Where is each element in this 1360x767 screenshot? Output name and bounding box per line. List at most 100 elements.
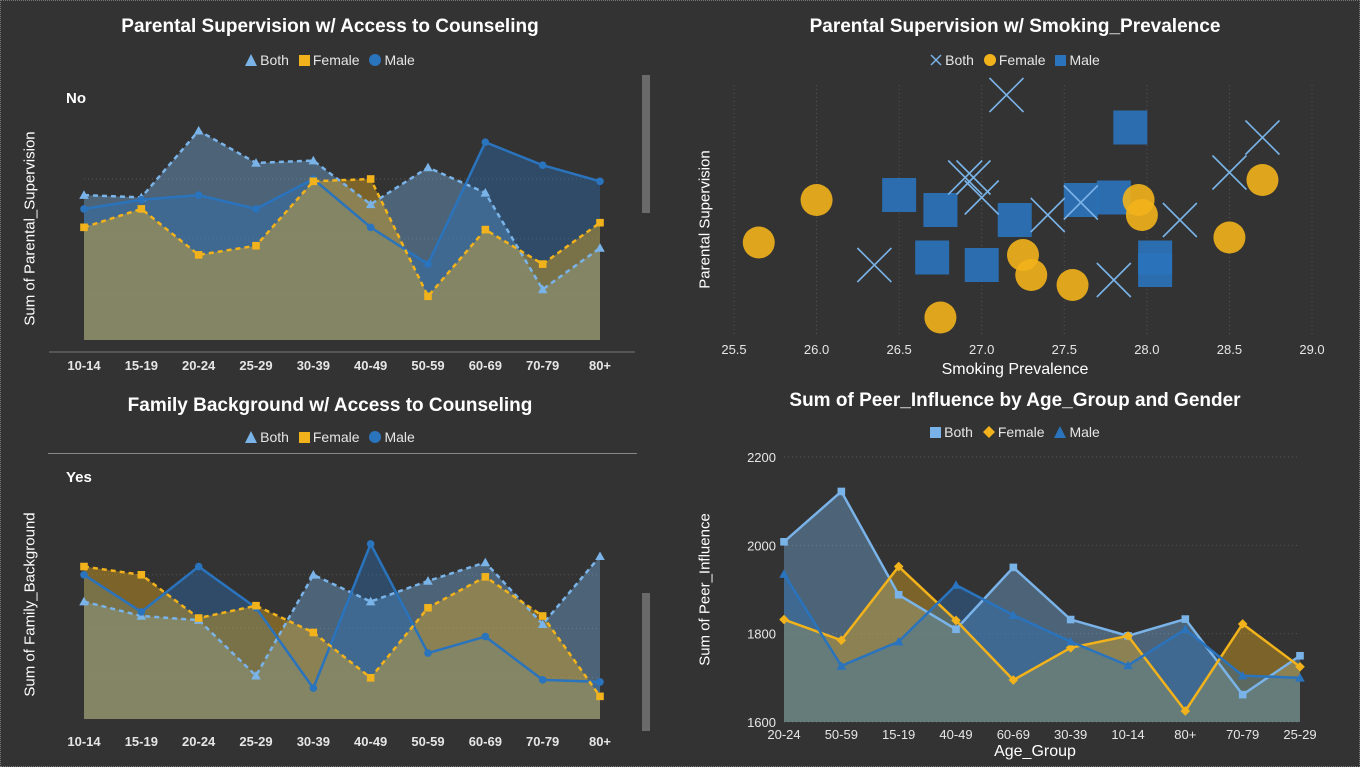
data-point-both <box>1296 651 1304 660</box>
data-point-both <box>1181 615 1190 623</box>
data-point-male <box>596 177 604 186</box>
chart-title: Parental Supervision w/ Smoking_Prevalen… <box>809 16 1221 37</box>
x-tick-label: 70-79 <box>526 734 559 749</box>
data-point-female <box>309 628 318 637</box>
series-area-female <box>784 566 1300 722</box>
data-point-both <box>988 77 1025 113</box>
x-tick-label: 15-19 <box>125 358 158 373</box>
data-point-female <box>538 260 547 268</box>
data-point-female <box>538 612 547 620</box>
y-tick-label: 1800 <box>747 627 776 642</box>
chart-family-background-counseling[interactable]: Family Background w/ Access to Counselin… <box>20 388 640 763</box>
data-point-both <box>964 179 1000 216</box>
data-point-female <box>194 614 203 622</box>
x-tick-label: 26.0 <box>804 342 829 357</box>
triangle-icon <box>245 431 258 443</box>
square-icon <box>1055 55 1067 66</box>
data-point-female <box>137 205 146 213</box>
x-tick-label: 80+ <box>589 358 611 373</box>
data-point-male <box>80 571 88 579</box>
legend-label: Both <box>944 424 973 440</box>
legend-both[interactable]: Both <box>930 424 973 440</box>
scrollbar-bottom[interactable] <box>642 593 650 731</box>
data-point-female <box>366 674 375 682</box>
x-axis-label: Age_Group <box>994 743 1076 760</box>
data-point-male <box>997 203 1032 237</box>
legend-label: Both <box>260 52 289 68</box>
x-tick-label: 25-29 <box>239 358 272 373</box>
data-point-male <box>309 684 318 692</box>
legend-male[interactable]: Male <box>369 429 415 445</box>
data-point-male <box>1237 670 1248 680</box>
square-icon <box>930 427 942 438</box>
data-point-both <box>1162 202 1198 238</box>
series-area-male <box>84 543 600 719</box>
data-point-both <box>955 159 992 196</box>
x-axis-label: Smoking Prevalence <box>941 361 1089 378</box>
data-point-female <box>309 177 318 186</box>
data-point-male <box>366 223 375 232</box>
x-tick-label: 29.0 <box>1299 342 1324 357</box>
triangle-icon <box>245 54 258 66</box>
chart-parental-supervision-counseling[interactable]: Parental Supervision w/ Access to Counse… <box>20 10 640 385</box>
legend-male[interactable]: Male <box>369 52 415 68</box>
x-tick-label: 27.0 <box>969 342 994 357</box>
series-area-male <box>784 574 1300 722</box>
data-point-male <box>366 540 375 548</box>
x-tick-label: 27.5 <box>1052 342 1077 357</box>
data-point-male <box>893 636 904 646</box>
data-point-both <box>1238 690 1247 699</box>
chart-plot: 10-14 15-19 20-24 25-29 30-39 40-49 50-59 60-69… <box>67 540 611 749</box>
data-point-female <box>1180 706 1191 716</box>
x-icon <box>930 54 942 66</box>
x-tick-label: 15-19 <box>125 734 158 749</box>
data-point-both <box>1030 197 1066 233</box>
series-line-both <box>83 129 601 292</box>
data-point-male <box>1295 673 1305 682</box>
chart-legend: Both Female Male <box>20 429 640 445</box>
data-point-female <box>137 571 146 579</box>
chart-subtitle: No <box>66 90 86 107</box>
x-tick-label: 26.5 <box>886 342 911 357</box>
chart-peer-influence[interactable]: Sum of Peer_Influence by Age_Group and G… <box>680 385 1350 765</box>
data-point-male <box>779 569 789 578</box>
legend-label: Male <box>384 429 415 445</box>
legend-female[interactable]: Female <box>982 424 1045 440</box>
x-tick-label: 60-69 <box>469 358 502 373</box>
chart-plot: 10-14 15-19 20-24 25-29 30-39 40-49 50-59 60-69… <box>49 125 635 373</box>
data-point-male <box>424 260 432 268</box>
data-point-female <box>1015 259 1048 291</box>
data-point-both <box>856 247 892 283</box>
legend-male[interactable]: Male <box>1055 52 1100 68</box>
data-point-both <box>947 159 983 196</box>
legend-both[interactable]: Both <box>245 52 289 68</box>
scrollbar-top[interactable] <box>642 75 650 213</box>
x-tick-label: 25.5 <box>721 342 746 357</box>
y-tick-label: 2000 <box>747 538 776 553</box>
data-point-male <box>1063 183 1098 217</box>
data-point-male <box>1113 110 1148 145</box>
data-point-male <box>481 632 490 641</box>
data-point-male <box>596 678 604 686</box>
series-line-both <box>83 555 601 678</box>
x-tick-label: 30-39 <box>297 734 330 749</box>
x-tick-label: 70-79 <box>526 358 559 373</box>
x-tick-label: 15-19 <box>882 727 915 742</box>
x-tick-label: 10-14 <box>1111 727 1144 742</box>
data-point-both <box>480 188 491 197</box>
data-point-both <box>837 487 846 496</box>
circle-icon <box>369 431 382 443</box>
legend-female[interactable]: Female <box>983 52 1046 68</box>
legend-both[interactable]: Both <box>245 429 289 445</box>
data-point-female <box>424 292 432 301</box>
data-point-female <box>836 635 847 646</box>
legend-female[interactable]: Female <box>298 429 360 445</box>
chart-title: Family Background w/ Access to Counselin… <box>127 395 533 416</box>
legend-female[interactable]: Female <box>298 52 360 68</box>
data-point-male <box>538 161 547 169</box>
legend-male[interactable]: Male <box>1054 424 1100 440</box>
x-tick-label: 40-49 <box>939 727 972 742</box>
data-point-male <box>923 193 958 227</box>
chart-smoking-scatter[interactable]: Parental Supervision w/ Smoking_Prevalen… <box>680 10 1350 385</box>
legend-both[interactable]: Both <box>930 52 974 68</box>
